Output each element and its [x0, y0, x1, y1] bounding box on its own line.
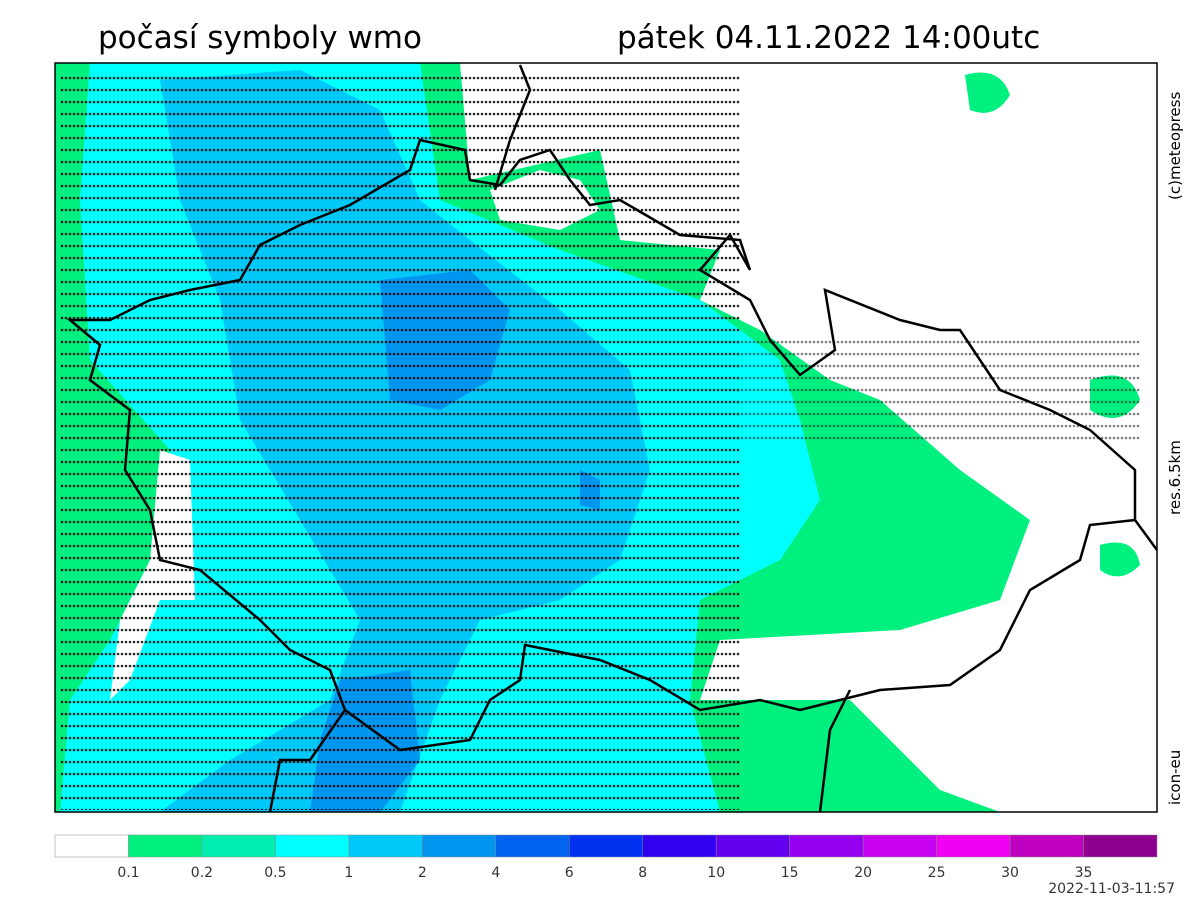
colorbar-label: 6	[565, 865, 574, 881]
colorbar-label: 25	[928, 865, 946, 881]
resolution: res.6.5km	[1166, 440, 1184, 515]
colorbar-segment	[348, 834, 423, 858]
colorbar-segment	[422, 834, 497, 858]
colorbar-segment	[569, 834, 643, 858]
colorbar-segment	[1009, 834, 1084, 858]
title-right: pátek 04.11.2022 14:00utc	[617, 20, 1040, 56]
colorbar-label: 0.1	[117, 865, 139, 881]
colorbar-segment	[642, 834, 717, 858]
map-frame	[54, 62, 1158, 813]
colorbar-segment	[128, 834, 203, 858]
colorbar-segment	[201, 834, 276, 858]
colorbar-label: 0.2	[191, 865, 213, 881]
colorbar-label: 35	[1075, 865, 1093, 881]
colorbar-label: 2	[418, 865, 427, 881]
colorbar-segment	[1083, 834, 1158, 858]
colorbar-label: 0.5	[264, 865, 286, 881]
colorbar-segment	[715, 834, 790, 858]
colorbar-label: 10	[707, 865, 725, 881]
colorbar-segment	[862, 834, 937, 858]
colorbar-label: 8	[638, 865, 647, 881]
colorbar-segment	[495, 834, 570, 858]
colorbar-segment	[275, 834, 350, 858]
map	[55, 63, 1157, 812]
colorbar-label: 20	[854, 865, 872, 881]
title-left: počasí symboly wmo	[98, 20, 422, 56]
colorbar-label: 15	[781, 865, 799, 881]
colorbar-label: 4	[491, 865, 500, 881]
model: icon-eu	[1166, 750, 1184, 805]
colorbar-label: 30	[1001, 865, 1019, 881]
copyright: (c)meteopress	[1166, 92, 1184, 200]
colorbar-label: 1	[344, 865, 353, 881]
colorbar-segment	[54, 834, 129, 858]
colorbar-segment	[936, 834, 1011, 858]
colorbar: 0.1 0.2 0.5 1 2 4 6 8 10 15 20 25 30 35	[54, 834, 1158, 881]
colorbar-segment	[789, 834, 864, 858]
timestamp: 2022-11-03-11:57	[1048, 881, 1175, 897]
